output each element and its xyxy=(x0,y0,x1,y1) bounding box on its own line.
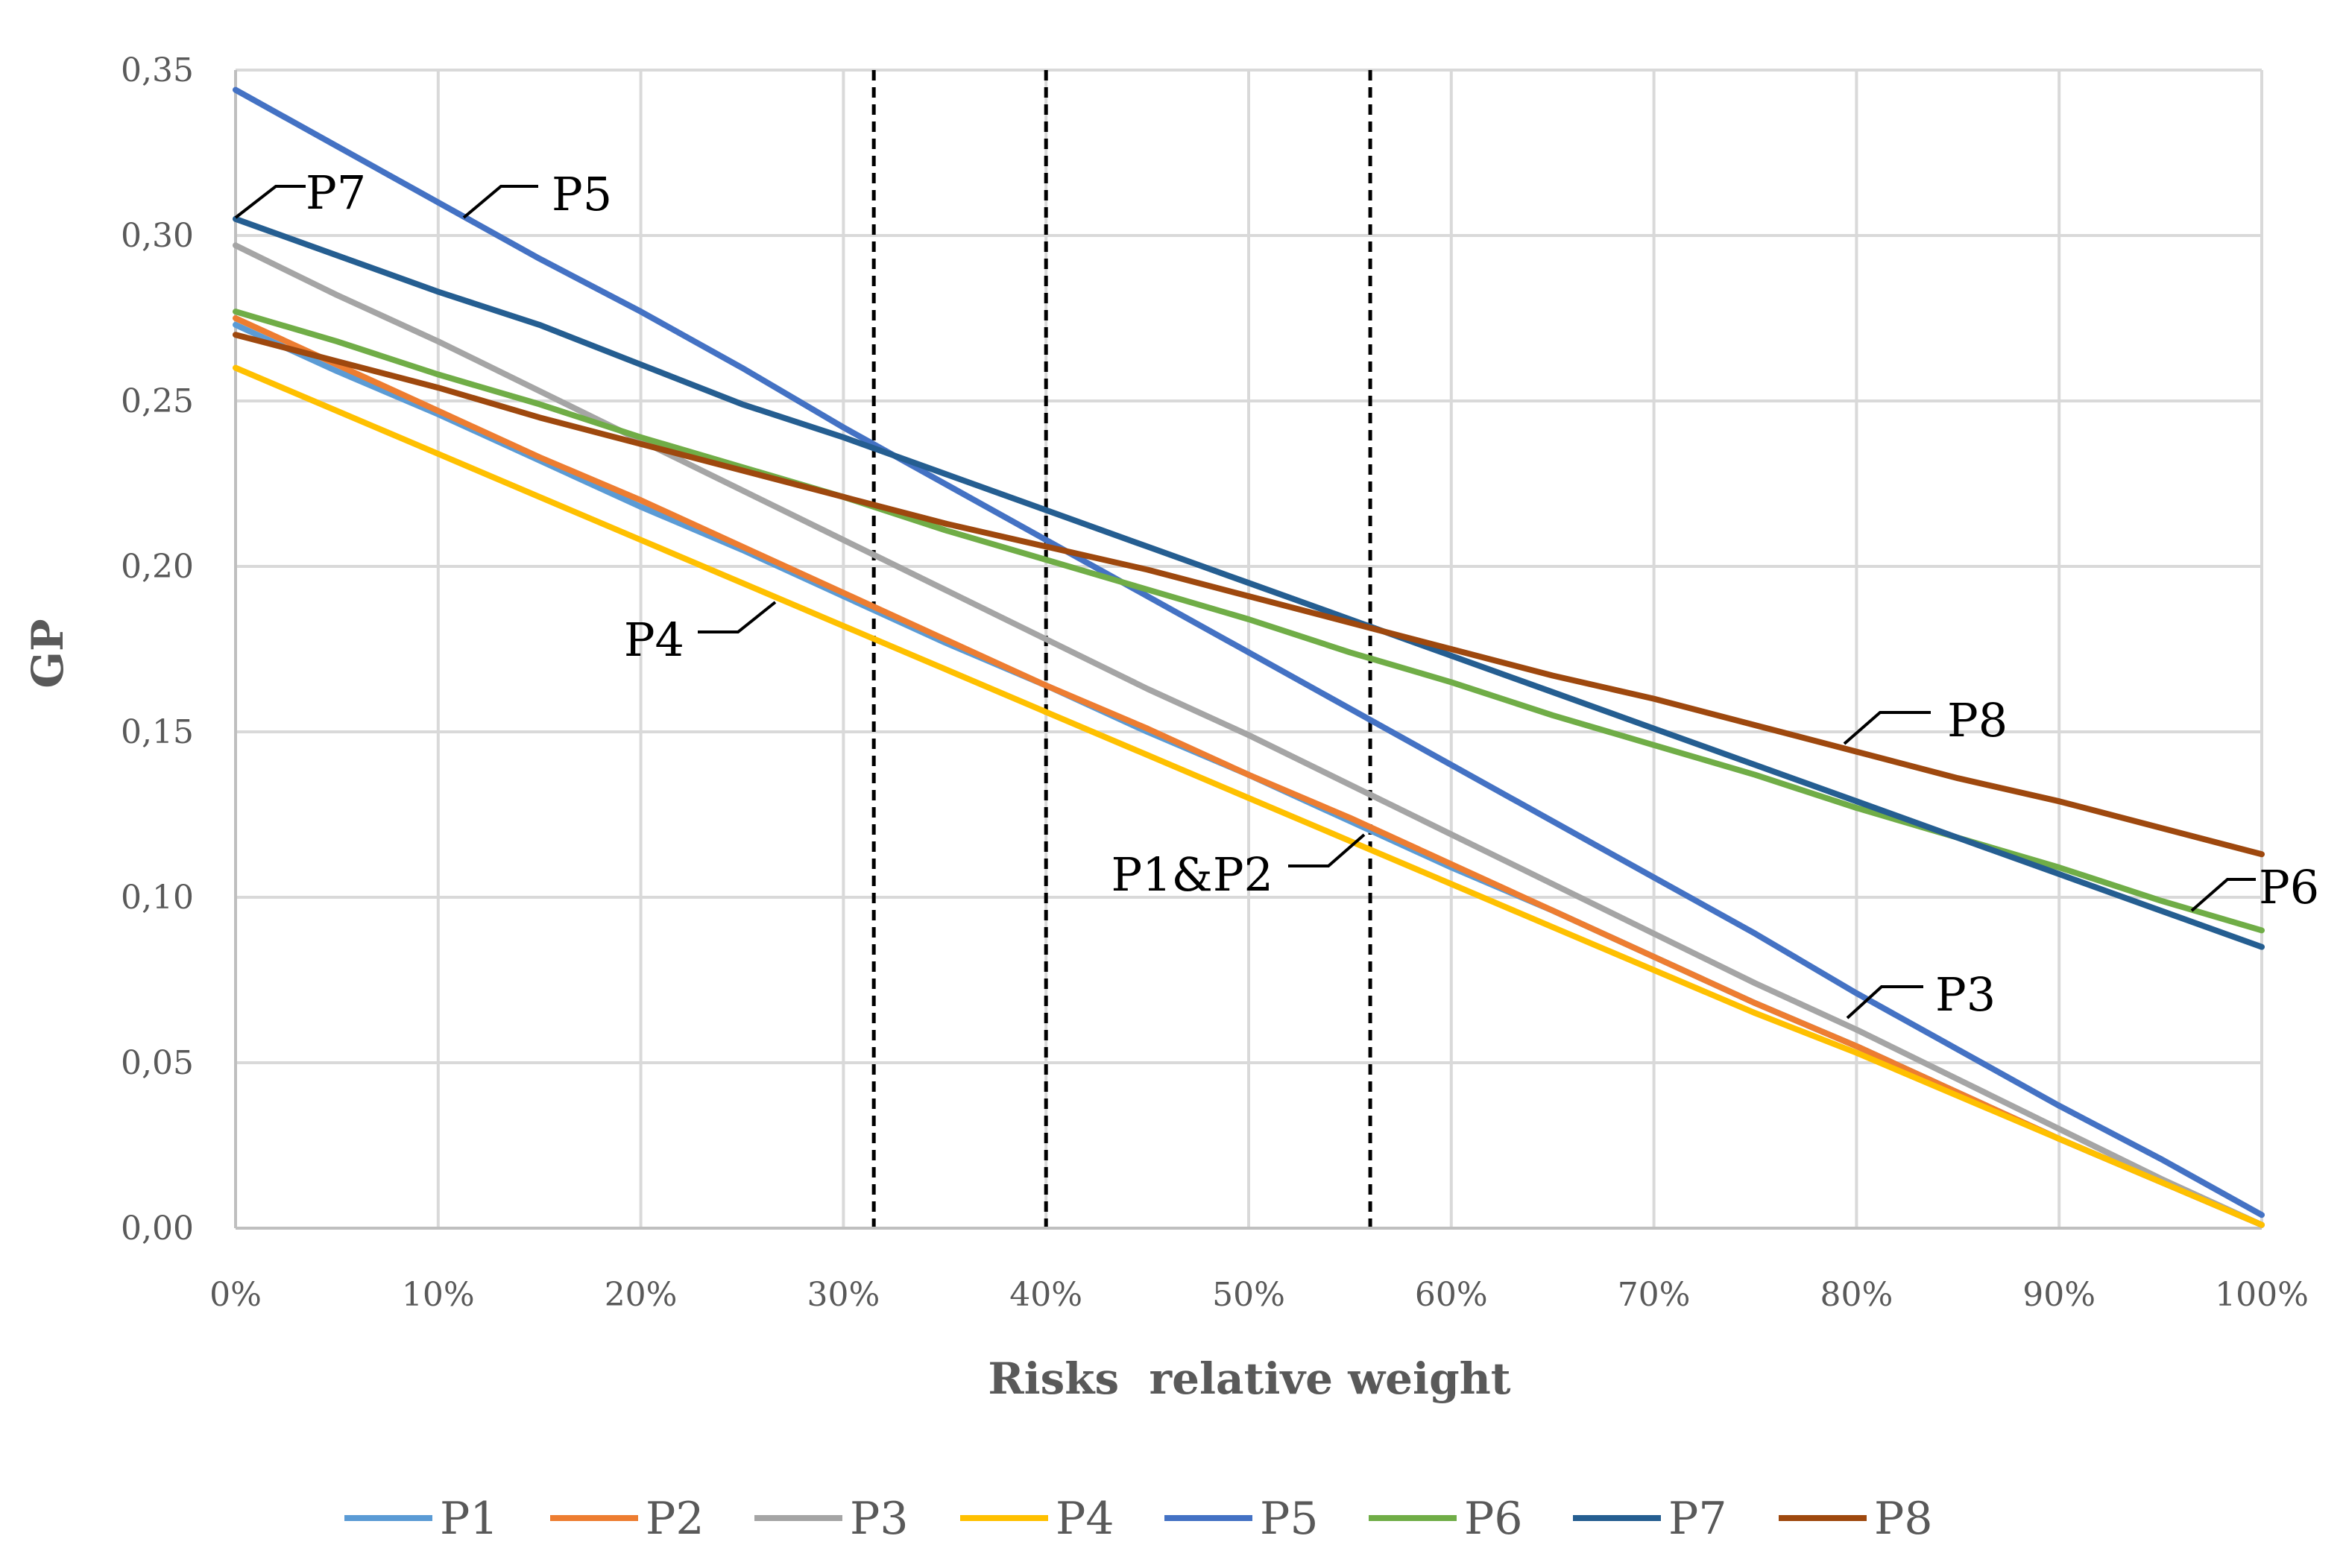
legend-label-p2: P2 xyxy=(646,1493,704,1545)
series-lines xyxy=(233,86,2265,1228)
reference-lines xyxy=(871,70,1372,1228)
annotation-label: P3 xyxy=(1935,967,1996,1022)
annotation-label: P1&P2 xyxy=(1111,847,1273,902)
annotation-label: P4 xyxy=(624,613,684,667)
axes xyxy=(234,70,2262,1230)
y-tick-label: 0,00 xyxy=(121,1210,194,1248)
annotation-label: P5 xyxy=(552,167,612,221)
series-line-p5 xyxy=(233,86,2265,1218)
legend-label-p3: P3 xyxy=(850,1493,909,1545)
annotation-leader xyxy=(698,601,777,633)
legend-label-p7: P7 xyxy=(1668,1493,1727,1545)
annotation-leader xyxy=(234,185,306,219)
annotation-leader xyxy=(1846,985,1923,1019)
x-tick-label: 30% xyxy=(807,1276,880,1314)
annotation-label: P8 xyxy=(1947,693,2008,747)
annotations: P7 P5 P4 P1&P2 P8 P6 P3 xyxy=(234,165,2319,1022)
y-tick-label: 0,15 xyxy=(121,713,194,751)
x-tick-label: 70% xyxy=(1618,1276,1691,1314)
y-tick-label: 0,10 xyxy=(121,879,194,917)
legend-label-p4: P4 xyxy=(1056,1493,1114,1545)
legend-label-p6: P6 xyxy=(1464,1493,1523,1545)
x-tick-label: 100% xyxy=(2215,1276,2309,1314)
annotation-leader xyxy=(462,185,538,219)
annotation-label: P6 xyxy=(2259,860,2319,914)
x-tick-label: 40% xyxy=(1009,1276,1082,1314)
series-line-p4 xyxy=(233,364,2265,1228)
legend-label-p8: P8 xyxy=(1874,1493,1933,1545)
annotation-leader xyxy=(1843,711,1931,745)
series-line-p7 xyxy=(233,215,2265,950)
y-axis-title: GP xyxy=(22,619,73,688)
x-tick-label: 0% xyxy=(209,1276,262,1314)
x-tick-label: 50% xyxy=(1212,1276,1285,1314)
legend-label-p1: P1 xyxy=(440,1493,499,1545)
x-tick-label: 10% xyxy=(402,1276,475,1314)
x-tick-label: 20% xyxy=(605,1276,678,1314)
series-line-p3 xyxy=(233,242,2265,1228)
annotation-label: P7 xyxy=(306,165,366,220)
annotation-leader xyxy=(2190,878,2256,912)
legend: P1 P2 P3 P4 P5 P6 P7 P8 xyxy=(344,1493,1933,1545)
x-axis-title: Risks relative weight xyxy=(988,1353,1510,1404)
y-tick-labels: 0,00 0,05 0,10 0,15 0,20 0,25 0,30 0,35 xyxy=(121,51,194,1248)
series-line-p2 xyxy=(233,315,2265,1228)
x-tick-label: 80% xyxy=(1820,1276,1893,1314)
y-tick-label: 0,20 xyxy=(121,548,194,586)
annotation-leader xyxy=(1288,833,1366,867)
y-tick-label: 0,25 xyxy=(121,382,194,420)
y-tick-label: 0,05 xyxy=(121,1044,194,1082)
x-tick-labels: 0% 10% 20% 30% 40% 50% 60% 70% 80% 90% 100% xyxy=(209,1276,2309,1314)
y-tick-label: 0,30 xyxy=(121,217,194,255)
y-tick-label: 0,35 xyxy=(121,51,194,89)
series-line-p8 xyxy=(233,332,2265,858)
x-tick-label: 60% xyxy=(1415,1276,1488,1314)
legend-label-p5: P5 xyxy=(1260,1493,1319,1545)
x-tick-label: 90% xyxy=(2022,1276,2096,1314)
